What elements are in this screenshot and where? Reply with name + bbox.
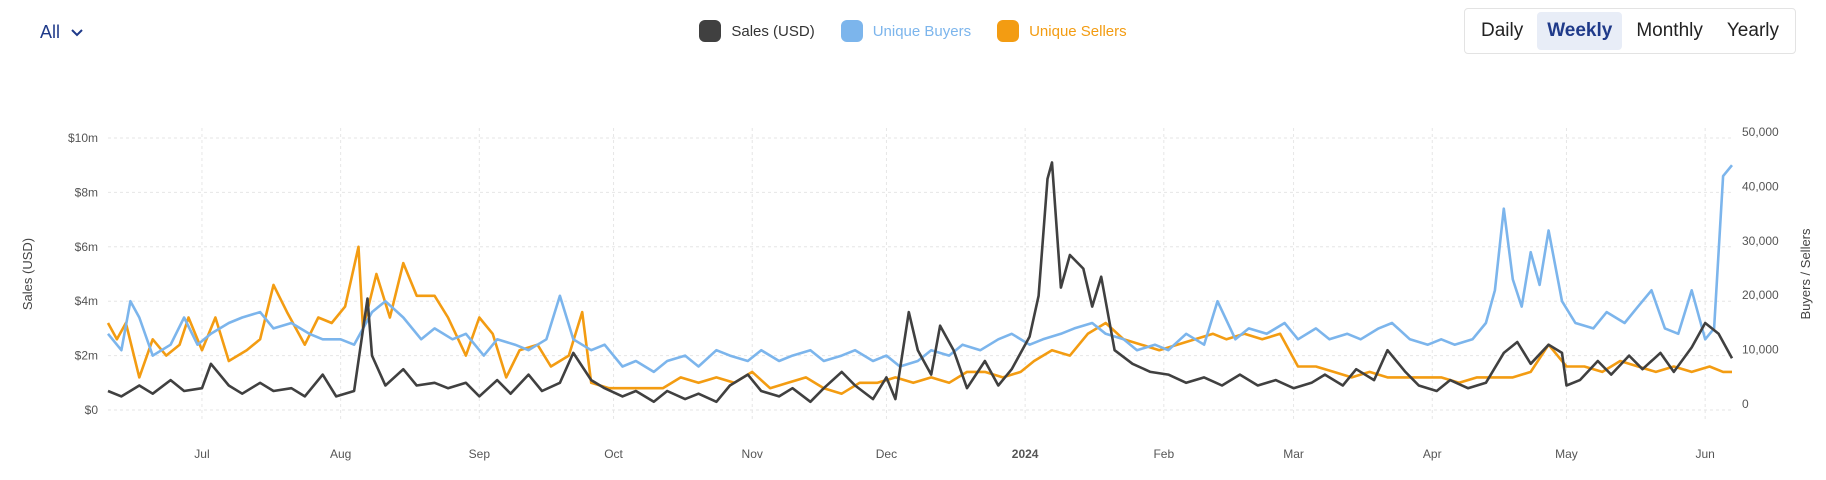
legend-item-sales[interactable]: Sales (USD)	[699, 20, 815, 42]
chevron-down-icon	[71, 28, 83, 36]
x-tick-label: Feb	[1153, 447, 1174, 461]
x-tick-label: Jul	[194, 447, 209, 461]
x-tick-label: Aug	[330, 447, 351, 461]
y-right-tick-label: 40,000	[1742, 179, 1779, 193]
chart-legend: Sales (USD) Unique Buyers Unique Sellers	[0, 20, 1826, 42]
y-left-tick-label: $2m	[75, 349, 98, 363]
period-weekly-button[interactable]: Weekly	[1537, 12, 1623, 50]
period-yearly-button[interactable]: Yearly	[1726, 20, 1779, 41]
period-daily-button[interactable]: Daily	[1480, 20, 1524, 41]
series-line-sales-usd	[107, 161, 1734, 404]
x-tick-label: Apr	[1423, 447, 1442, 461]
y-right-tick-label: 0	[1742, 397, 1749, 411]
y-left-tick-label: $4m	[75, 294, 98, 308]
x-tick-label: May	[1555, 447, 1578, 461]
legend-label-sellers: Unique Sellers	[1029, 22, 1127, 40]
legend-item-buyers[interactable]: Unique Buyers	[840, 20, 972, 42]
y-right-tick-label: 30,000	[1742, 234, 1779, 248]
y-left-tick-label: $10m	[68, 131, 98, 145]
y-left-tick-label: $0	[85, 403, 99, 417]
filter-dropdown[interactable]: All	[40, 22, 84, 43]
period-monthly-button[interactable]: Monthly	[1636, 20, 1703, 41]
legend-swatch-buyers	[840, 20, 863, 42]
legend-label-buyers: Unique Buyers	[872, 22, 972, 40]
legend-item-sellers[interactable]: Unique Sellers	[997, 20, 1127, 42]
period-selector: Daily Weekly Monthly Yearly	[1463, 8, 1796, 54]
y-left-tick-label: $6m	[75, 240, 98, 254]
x-tick-label: 2024	[1012, 447, 1039, 461]
x-tick-label: Mar	[1283, 447, 1304, 461]
y-right-tick-label: 20,000	[1742, 288, 1779, 302]
x-tick-label: Sep	[469, 447, 491, 461]
filter-label: All	[40, 22, 61, 42]
y-right-axis-title: Buyers / Sellers	[1798, 228, 1813, 320]
legend-swatch-sales	[699, 20, 722, 42]
series-line-unique-sellers	[106, 245, 1732, 395]
series-line-unique-buyers	[106, 164, 1734, 374]
legend-swatch-sellers	[997, 20, 1020, 42]
x-tick-label: Jun	[1695, 447, 1714, 461]
legend-label-sales: Sales (USD)	[731, 22, 815, 40]
x-tick-label: Nov	[742, 447, 763, 461]
y-right-tick-label: 50,000	[1742, 125, 1779, 139]
x-tick-label: Dec	[876, 447, 897, 461]
y-left-tick-label: $8m	[75, 185, 98, 199]
x-tick-label: Oct	[604, 447, 623, 461]
y-left-axis-title: Sales (USD)	[20, 238, 35, 310]
y-right-tick-label: 10,000	[1742, 343, 1779, 357]
